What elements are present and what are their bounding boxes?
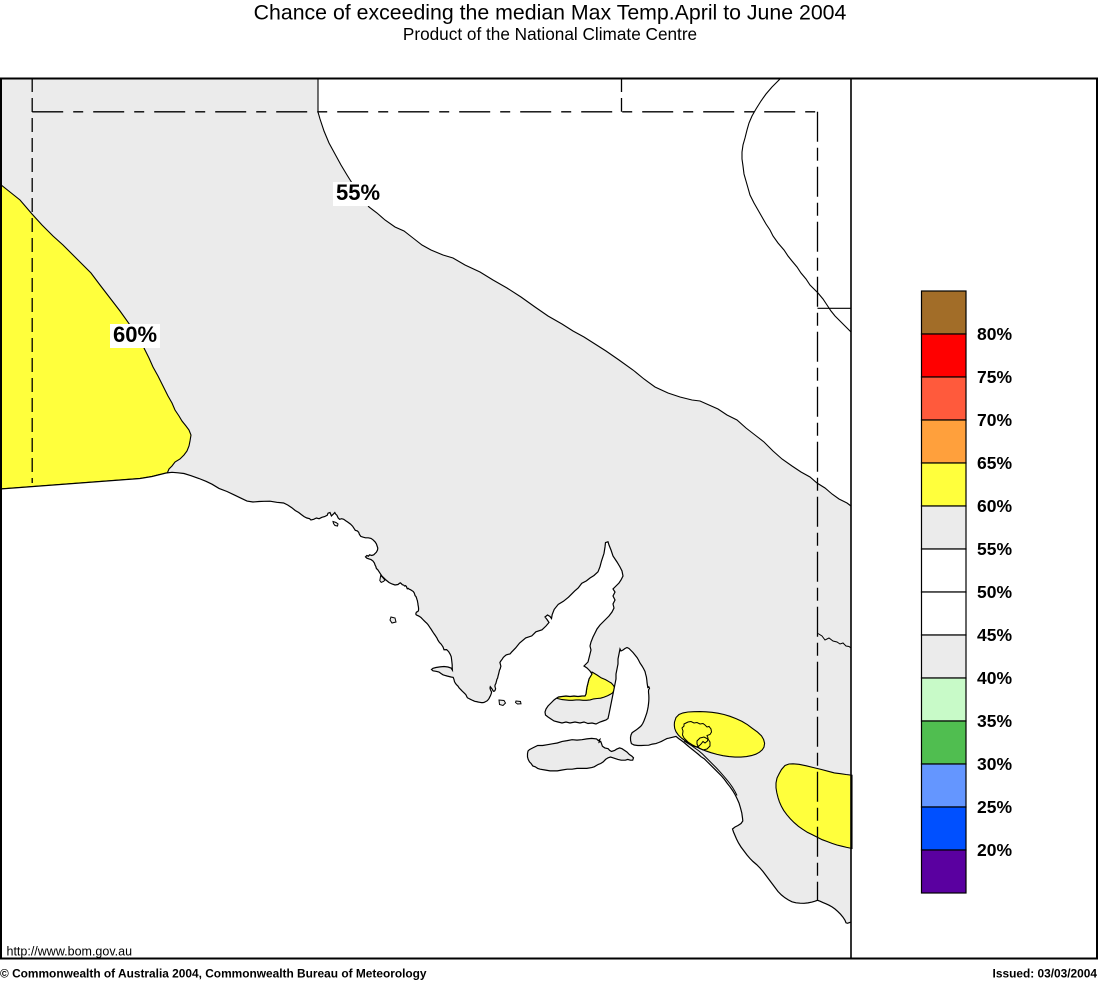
svg-text:50%: 50% (977, 582, 1012, 602)
svg-text:55%: 55% (977, 539, 1012, 559)
svg-text:45%: 45% (977, 625, 1012, 645)
svg-text:http://www.bom.gov.au: http://www.bom.gov.au (7, 945, 133, 959)
svg-text:80%: 80% (977, 324, 1012, 344)
svg-text:35%: 35% (977, 711, 1012, 731)
svg-text:70%: 70% (977, 410, 1012, 430)
svg-text:55%: 55% (336, 180, 380, 205)
svg-text:40%: 40% (977, 668, 1012, 688)
svg-text:75%: 75% (977, 367, 1012, 387)
svg-text:Product of the National Climat: Product of the National Climate Centre (403, 24, 697, 44)
svg-text:Issued: 03/03/2004: Issued: 03/03/2004 (993, 967, 1098, 981)
svg-text:60%: 60% (113, 322, 157, 347)
svg-text:60%: 60% (977, 496, 1012, 516)
svg-text:© Commonwealth of Australia 20: © Commonwealth of Australia 2004, Common… (0, 967, 427, 981)
svg-text:25%: 25% (977, 797, 1012, 817)
svg-text:Chance of exceeding the median: Chance of exceeding the median Max Temp.… (254, 1, 847, 25)
svg-text:30%: 30% (977, 754, 1012, 774)
svg-text:20%: 20% (977, 840, 1012, 860)
svg-text:65%: 65% (977, 453, 1012, 473)
